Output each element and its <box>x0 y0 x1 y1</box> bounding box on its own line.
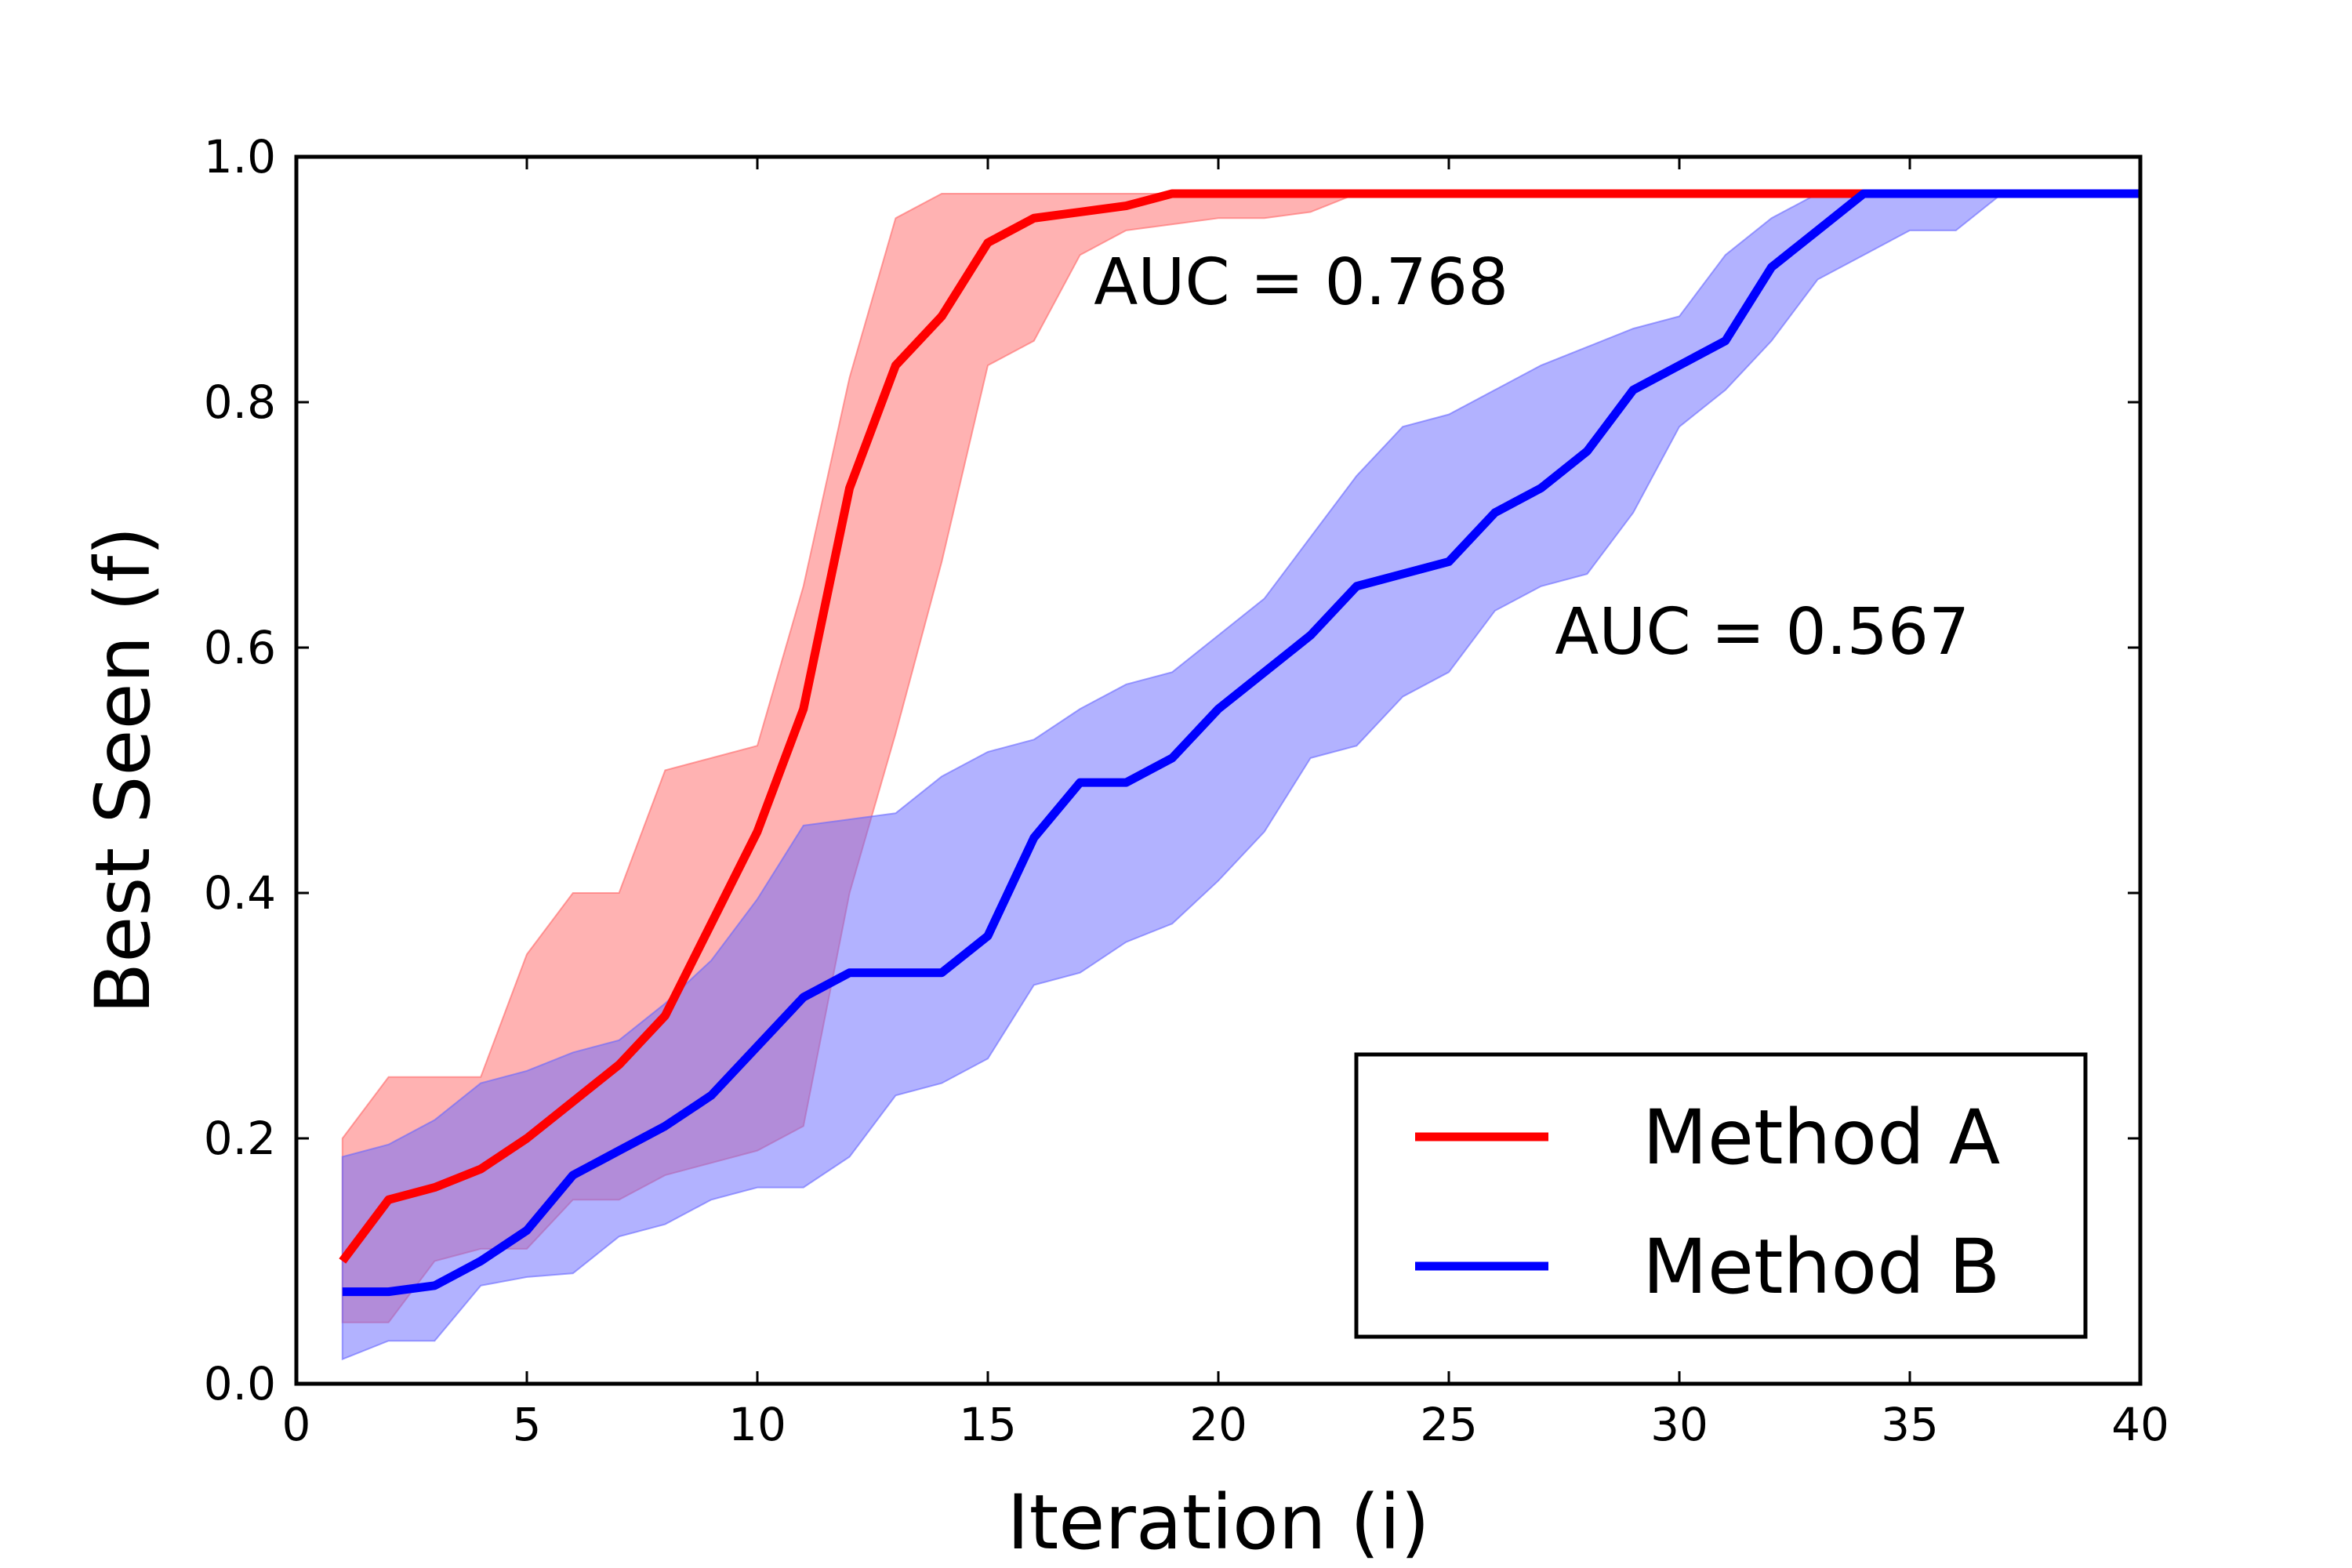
auc-annotation: AUC = 0.768 <box>1094 245 1508 320</box>
x-tick-label: 0 <box>282 1398 311 1451</box>
auc-annotation: AUC = 0.567 <box>1555 595 1969 670</box>
legend-box <box>1354 1052 2088 1339</box>
line-method-a <box>339 189 2140 1264</box>
line-method-b <box>342 189 2140 1297</box>
y-tick-label: 0.0 <box>204 1357 276 1410</box>
x-tick-label: 35 <box>1881 1398 1939 1451</box>
x-axis-label: Iteration (i) <box>1007 1479 1429 1566</box>
y-tick-label: 0.6 <box>204 621 276 674</box>
x-tick-label: 15 <box>959 1398 1017 1451</box>
x-tick-label: 10 <box>728 1398 786 1451</box>
x-tick-label: 5 <box>513 1398 542 1451</box>
x-tick-label: 30 <box>1650 1398 1708 1451</box>
y-tick-label: 0.4 <box>204 866 276 920</box>
x-tick-label: 25 <box>1420 1398 1478 1451</box>
x-tick-label: 40 <box>2111 1398 2169 1451</box>
annotations: AUC = 0.768 AUC = 0.567 <box>1094 245 1969 670</box>
legend-label-method-a: Method A <box>1642 1094 2000 1181</box>
axis-ticks: 0 5 10 15 20 25 30 35 40 0.0 0.2 0.4 0.6 0.8 1.0 <box>204 130 2169 1451</box>
legend-label-method-b: Method B <box>1642 1223 2000 1311</box>
x-tick-label: 20 <box>1189 1398 1247 1451</box>
y-axis-label: Best Seen (f) <box>79 526 167 1014</box>
y-tick-label: 1.0 <box>204 130 276 183</box>
y-tick-label: 0.2 <box>204 1112 276 1165</box>
y-tick-label: 0.8 <box>204 376 276 429</box>
legend: Method A Method B <box>1354 1052 2088 1339</box>
series-lines <box>339 189 2140 1297</box>
